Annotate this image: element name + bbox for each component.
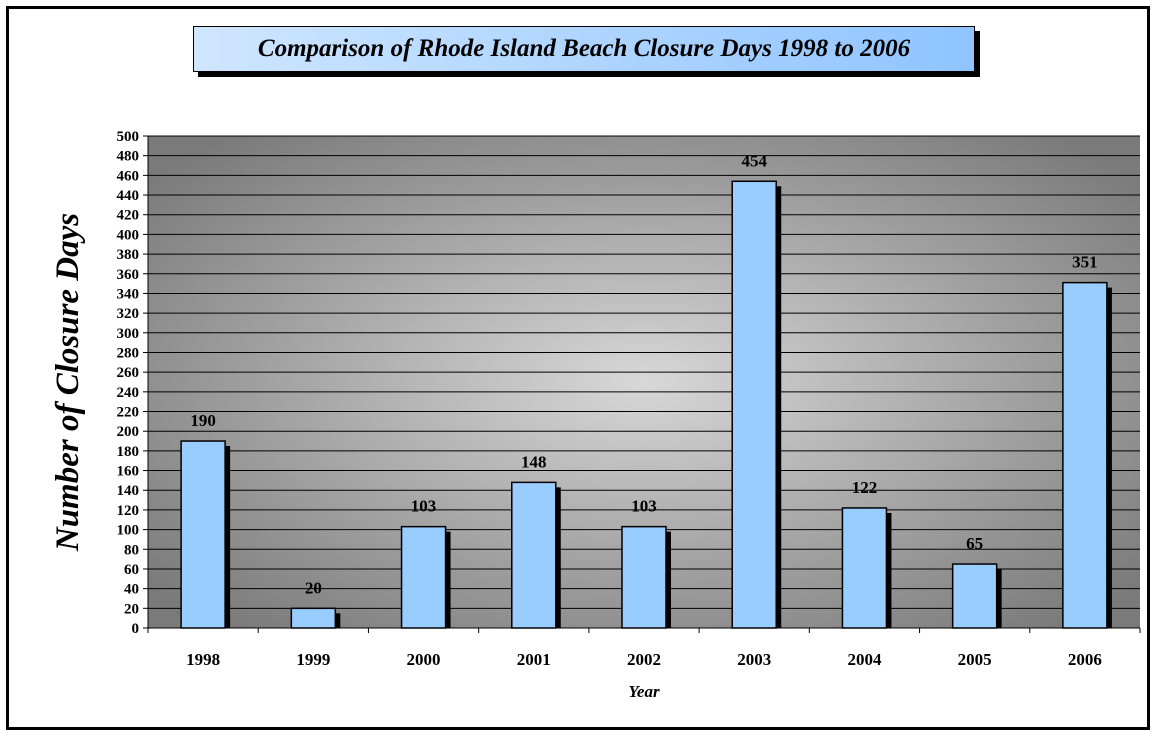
x-tick-label: 2003 xyxy=(737,650,771,669)
bar-value-label: 351 xyxy=(1072,253,1098,272)
bar-value-label: 103 xyxy=(631,497,657,516)
chart-title: Comparison of Rhode Island Beach Closure… xyxy=(257,35,911,62)
bar-value-label: 122 xyxy=(852,478,878,497)
y-tick-label: 460 xyxy=(117,168,140,184)
bars: 190 20 103 148 103 454 122 65 351 xyxy=(180,151,1112,629)
bar xyxy=(290,607,337,629)
y-tick-label: 440 xyxy=(117,188,140,204)
bar xyxy=(841,507,888,629)
y-tick-label: 60 xyxy=(124,562,139,578)
y-tick-label: 100 xyxy=(117,523,140,539)
x-axis-ticks: 1998 1999 2000 2001 2002 2003 2004 2005 2006 xyxy=(147,628,1141,669)
bar xyxy=(951,563,998,629)
bar-value-label: 103 xyxy=(411,497,437,516)
y-tick-label: 400 xyxy=(117,227,140,243)
y-tick-label: 180 xyxy=(117,444,140,460)
y-tick-label: 160 xyxy=(117,464,140,480)
y-tick-label: 80 xyxy=(124,542,139,558)
x-tick-label: 2000 xyxy=(407,650,441,669)
x-tick-label: 1999 xyxy=(296,650,330,669)
y-tick-label: 500 xyxy=(117,129,140,145)
y-tick-label: 220 xyxy=(117,405,140,421)
y-tick-label: 40 xyxy=(124,582,139,598)
bar xyxy=(1062,281,1108,629)
bar xyxy=(511,481,557,629)
y-tick-label: 120 xyxy=(117,503,140,519)
y-tick-label: 320 xyxy=(117,306,140,322)
y-axis-ticks: 0 20 40 60 80 100 120 140 160 180 200 220 240 260 280 3… xyxy=(117,129,148,637)
bar xyxy=(731,180,777,629)
y-tick-label: 260 xyxy=(117,365,140,381)
x-tick-label: 2004 xyxy=(847,650,882,669)
y-tick-label: 480 xyxy=(117,149,140,165)
bar-value-label: 65 xyxy=(966,534,983,553)
chart-title-box: Comparison of Rhode Island Beach Closure… xyxy=(193,26,975,72)
y-tick-label: 20 xyxy=(124,601,139,617)
y-tick-label: 340 xyxy=(117,286,140,302)
bar xyxy=(621,525,667,629)
x-tick-label: 1998 xyxy=(186,650,220,669)
bar xyxy=(180,440,226,629)
y-tick-label: 380 xyxy=(117,247,140,263)
y-tick-label: 360 xyxy=(117,267,140,283)
bar xyxy=(400,525,447,629)
y-axis-label: Number of Closure Days xyxy=(50,213,86,552)
bar-value-label: 148 xyxy=(521,452,547,471)
y-tick-label: 420 xyxy=(117,208,140,224)
y-tick-label: 0 xyxy=(132,621,140,637)
y-tick-label: 300 xyxy=(117,326,140,342)
bar-value-label: 454 xyxy=(741,151,767,170)
y-tick-label: 200 xyxy=(117,424,140,440)
x-tick-label: 2001 xyxy=(517,650,551,669)
y-tick-label: 240 xyxy=(117,385,140,401)
x-tick-label: 2002 xyxy=(627,650,661,669)
y-tick-label: 280 xyxy=(117,345,140,361)
bar-value-label: 190 xyxy=(190,411,216,430)
x-tick-label: 2006 xyxy=(1068,650,1102,669)
x-tick-label: 2005 xyxy=(958,650,992,669)
x-axis-label: Year xyxy=(628,682,660,701)
bar-value-label: 20 xyxy=(305,578,322,597)
y-tick-label: 140 xyxy=(117,483,140,499)
